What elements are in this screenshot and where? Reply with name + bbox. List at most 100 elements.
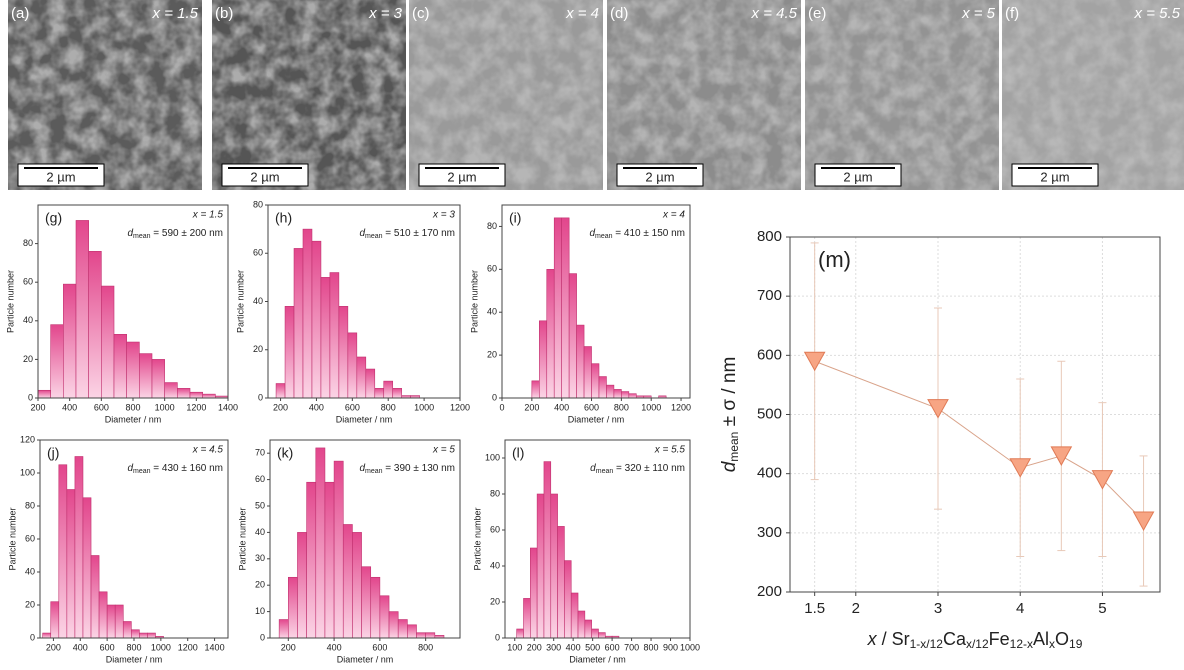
histogram-bar — [147, 633, 155, 638]
histogram-bar — [316, 448, 325, 638]
histogram-bar — [51, 602, 59, 638]
x-tick-label: 200 — [46, 642, 61, 652]
histogram-bar — [348, 333, 357, 398]
y-tick-label: 20 — [490, 596, 500, 606]
panel-label: (e) — [808, 5, 826, 22]
mean-subscript: mean — [365, 468, 383, 475]
x-axis-label: Diameter / nm — [106, 654, 163, 664]
y-axis-label: Particle number — [5, 270, 15, 333]
x-tick-label: 200 — [281, 642, 296, 652]
y-tick-label: 20 — [23, 354, 33, 364]
y-tick-label: 30 — [255, 553, 265, 563]
histogram-bar — [537, 494, 544, 638]
histogram-bar — [544, 462, 551, 638]
x-tick-label: 700 — [624, 642, 639, 652]
histogram-bar — [614, 389, 621, 398]
histogram-bar — [123, 622, 131, 639]
x-tick-label: 800 — [381, 402, 396, 412]
y-tick-label: 60 — [490, 524, 500, 534]
histogram-bar — [89, 251, 102, 398]
composition-label: x = 4 — [662, 210, 685, 221]
panel-label: (j) — [47, 445, 59, 461]
mean-diameter: dmean = 430 ± 160 nm — [127, 463, 223, 475]
y-tick-label: 40 — [23, 315, 33, 325]
y-tick-label: 80 — [23, 238, 33, 248]
label-part: 12-x — [1010, 637, 1033, 651]
panel-label: (b) — [215, 5, 233, 22]
sem-texture — [607, 0, 801, 190]
x-tick-label: 5 — [1098, 600, 1106, 617]
x-tick-label: 3 — [934, 600, 942, 617]
histogram-bar — [375, 388, 384, 398]
x-axis-label: Diameter / nm — [568, 414, 625, 424]
x-tick-label: 200 — [527, 642, 542, 652]
x-tick-label: 800 — [125, 402, 140, 412]
y-tick-label: 0 — [495, 632, 500, 642]
histogram-bar — [330, 273, 339, 398]
histogram-bar — [569, 274, 576, 398]
composition-label: x = 4.5 — [192, 445, 224, 456]
histogram-bar — [551, 494, 558, 638]
panel-label: (m) — [818, 247, 851, 272]
histogram-bar — [598, 633, 605, 638]
sem-texture — [1002, 0, 1184, 190]
y-tick-label: 0 — [28, 392, 33, 402]
histogram-bar — [114, 334, 127, 398]
label-part: Al — [1033, 629, 1049, 649]
panel-label: (i) — [509, 210, 521, 226]
y-tick-label: 400 — [757, 465, 782, 482]
histogram-bar — [339, 306, 348, 398]
y-tick-label: 60 — [253, 248, 263, 258]
x-tick-label: 600 — [584, 402, 599, 412]
histogram-bar — [357, 357, 366, 398]
histogram-bar — [554, 218, 561, 398]
data-point — [1092, 471, 1112, 489]
x-tick-label: 600 — [372, 642, 387, 652]
y-tick-label: 60 — [487, 264, 497, 274]
histogram-bar — [389, 612, 398, 638]
y-tick-label: 10 — [255, 606, 265, 616]
x-tick-label: 400 — [554, 402, 569, 412]
scale-bar-label: 2 µm — [46, 169, 75, 184]
composition-label: x = 1.5 — [152, 5, 199, 22]
y-tick-label: 40 — [253, 296, 263, 306]
sem-texture — [8, 0, 202, 190]
x-tick-label: 1000 — [680, 642, 700, 652]
label-part: 1-x/12 — [910, 637, 944, 651]
histogram-bar — [303, 229, 312, 398]
x-tick-label: 600 — [345, 402, 360, 412]
y-tick-label: 200 — [757, 583, 782, 600]
histogram-bar — [530, 548, 537, 638]
x-tick-label: 1.5 — [804, 600, 825, 617]
mean-value: = 430 ± 160 nm — [151, 463, 223, 474]
histogram-bar — [307, 482, 316, 638]
sem-texture — [409, 0, 603, 190]
histogram-bar — [294, 248, 303, 398]
y-axis-label: Particle number — [237, 507, 247, 570]
composition-label: x = 3 — [368, 5, 403, 22]
y-axis-label: Particle number — [235, 270, 245, 333]
histogram-bar — [517, 629, 524, 638]
scale-bar-label: 2 µm — [645, 169, 674, 184]
histogram-bar — [564, 561, 571, 638]
histogram-bar — [165, 383, 178, 398]
histogram-bar — [91, 556, 99, 639]
y-tick-label: 600 — [757, 346, 782, 363]
histogram-bar — [51, 325, 64, 398]
histogram-bar — [606, 385, 613, 398]
x-tick-label: 1200 — [450, 402, 470, 412]
y-axis-label: dmean ± σ / nm — [719, 357, 741, 473]
histogram-bar — [584, 347, 591, 398]
y-tick-label: 70 — [255, 448, 265, 458]
y-tick-label: 20 — [253, 344, 263, 354]
histogram-bar — [393, 388, 402, 398]
label-part: x/12 — [966, 637, 989, 651]
histogram-bar — [398, 620, 407, 638]
composition-label: x = 5 — [961, 5, 996, 22]
y-tick-label: 80 — [25, 500, 35, 510]
y-tick-label: 500 — [757, 405, 782, 422]
histogram-bar — [203, 394, 216, 398]
x-tick-label: 1400 — [218, 402, 238, 412]
x-tick-label: 1200 — [671, 402, 691, 412]
sem-texture — [212, 0, 406, 190]
